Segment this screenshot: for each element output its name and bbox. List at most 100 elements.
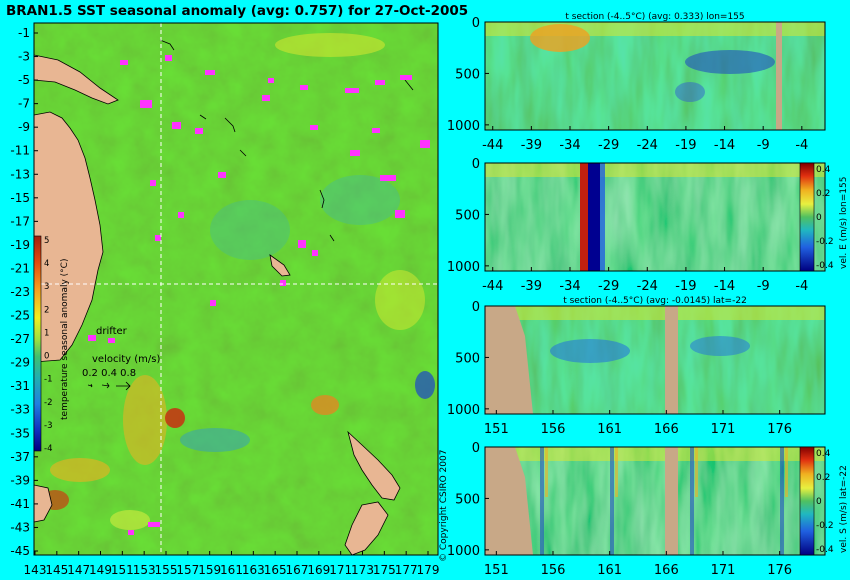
map-x-tick-label: 175	[373, 563, 396, 577]
section-jet-west	[600, 163, 605, 271]
section-y-tick-label: 1000	[447, 260, 480, 275]
section-x-tick-label: 171	[711, 563, 736, 578]
section-land-gap	[776, 22, 782, 130]
map-x-tick-label: 159	[198, 563, 221, 577]
sst-colorbar-label: temperature seasonal anomaly (°C)	[60, 259, 70, 420]
map-y-tick-label: -45	[10, 544, 30, 558]
australia-landmass	[33, 111, 104, 363]
section-y-tick-label: 0	[472, 157, 480, 172]
sst-colorbar-tick-label: 5	[44, 236, 49, 246]
velocity-colorbar	[799, 446, 815, 556]
map-y-tick-label: -21	[10, 261, 30, 275]
section-field-texture	[485, 447, 825, 555]
map-x-tick-label: 177	[395, 563, 418, 577]
section-panel-vel_e_lon: 0 500 1000-44 -39 -34 -29 -24 -19 -14 -9 -4 0.4 0.2 0…	[447, 157, 849, 294]
sst-colorbar-tick-label: -2	[44, 398, 52, 408]
section-x-tick-label: 151	[484, 422, 509, 437]
section-x-tick-label: 161	[597, 422, 622, 437]
section-x-tick-label: 156	[541, 422, 566, 437]
section-x-tick-label: 166	[654, 422, 679, 437]
map-y-tick-label: -1	[18, 26, 30, 40]
section-panels: t section (-4..5°C) (avg: 0.333) lon=155…	[447, 12, 849, 578]
section-title: t section (-4..5°C) (avg: -0.0145) lat=-…	[563, 296, 747, 306]
map-y-tick-label: -11	[10, 144, 30, 158]
drifter-legend-marker	[108, 338, 115, 343]
section-field-texture	[485, 306, 825, 414]
velocity-colorbar-label: vel. S (m/s) lat=-22	[839, 465, 849, 553]
new-caledonia-landmass	[269, 254, 291, 277]
velocity-colorbar-tick-label: 0	[816, 497, 822, 507]
map-x-tick-label: 161	[220, 563, 243, 577]
section-x-tick-label: -44	[482, 138, 503, 153]
section-x-tick-label: -39	[521, 138, 542, 153]
section-y-tick-label: 500	[455, 67, 480, 82]
section-x-tick-label: -34	[559, 279, 580, 294]
map-y-tick-label: -31	[10, 379, 30, 393]
section-x-tick-label: 171	[711, 422, 736, 437]
sst-colorbar-tick-label: 1	[44, 328, 49, 338]
section-x-tick-label: -19	[675, 138, 696, 153]
map-y-tick-label: -23	[10, 285, 30, 299]
section-land-coast	[485, 306, 533, 414]
velocity-colorbar-tick-label: 0.2	[816, 189, 830, 199]
section-x-tick-label: 166	[654, 563, 679, 578]
map-x-tick-label: 143	[24, 563, 47, 577]
section-y-tick-label: 500	[455, 208, 480, 223]
section-x-tick-label: -4	[795, 279, 808, 294]
map-y-tick-label: -37	[10, 450, 30, 464]
section-x-tick-label: -14	[714, 279, 735, 294]
sst-colorbar-tick-label: -4	[44, 444, 52, 454]
section-cool-core	[550, 339, 630, 363]
sst-colorbar-tick-label: -3	[44, 421, 52, 431]
map-y-axis: -1 -3 -5 -7 -9 -11 -13 -15 -17 -19 -21 -23 -25 -27 -29…	[10, 26, 38, 558]
section-x-tick-label: 151	[484, 563, 509, 578]
section-y-tick-label: 0	[472, 16, 480, 31]
section-land-gap	[665, 447, 678, 555]
map-y-tick-label: -15	[10, 191, 30, 205]
section-land-gap	[665, 306, 678, 414]
section-warm-core	[530, 24, 590, 52]
section-jet-west	[588, 163, 600, 271]
section-surface-layer	[485, 447, 825, 461]
section-land-coast	[485, 447, 533, 555]
sst-colorbar-tick-label: 0	[44, 352, 49, 362]
sst-map-panel: -1-3-5-7-9-11-13-15-17-19-21-23-25-27-29…	[10, 22, 449, 577]
map-y-tick-label: -25	[10, 309, 30, 323]
section-title: t section (-4..5°C) (avg: 0.333) lon=155	[565, 12, 744, 22]
section-frame	[484, 305, 826, 415]
map-x-tick-label: 165	[264, 563, 287, 577]
map-y-tick-label: -43	[10, 520, 30, 534]
section-x-tick-label: -24	[637, 279, 658, 294]
section-x-tick-label: -9	[757, 138, 770, 153]
map-y-tick-label: -27	[10, 332, 30, 346]
sst-colorbar-tick-label: -1	[44, 375, 52, 385]
velocity-colorbar-tick-label: -0.2	[816, 521, 834, 531]
section-jet	[785, 447, 788, 497]
section-y-tick-label: 0	[472, 300, 480, 315]
map-x-axis: 1431451471491511531551571591611631651671…	[24, 551, 439, 577]
section-jet-east	[580, 163, 588, 271]
section-jet	[545, 447, 548, 497]
section-y-tick-label: 1000	[447, 403, 480, 418]
map-x-tick-label: 173	[351, 563, 374, 577]
section-x-tick-label: -29	[598, 138, 619, 153]
map-y-tick-label: -3	[18, 50, 30, 64]
velocity-colorbar-tick-label: -0.4	[816, 545, 834, 555]
sst-colorbar-tick-label: 4	[44, 259, 49, 269]
section-x-tick-label: 176	[767, 563, 792, 578]
section-jet	[610, 447, 614, 555]
map-y-tick-label: -41	[10, 497, 30, 511]
map-y-tick-label: -7	[18, 97, 30, 111]
map-y-tick-label: -35	[10, 426, 30, 440]
section-cool-core	[675, 82, 705, 102]
map-x-tick-label: 169	[307, 563, 330, 577]
new-zealand-north	[347, 430, 401, 501]
sst-colorbar-tick-label: 2	[44, 305, 49, 315]
map-x-tick-label: 149	[89, 563, 112, 577]
section-x-tick-label: -24	[637, 138, 658, 153]
section-x-tick-label: 176	[767, 422, 792, 437]
section-frame	[484, 21, 826, 131]
copyright-notice: © Copyright CSIRO 2007	[439, 450, 449, 562]
section-y-tick-label: 1000	[447, 544, 480, 559]
